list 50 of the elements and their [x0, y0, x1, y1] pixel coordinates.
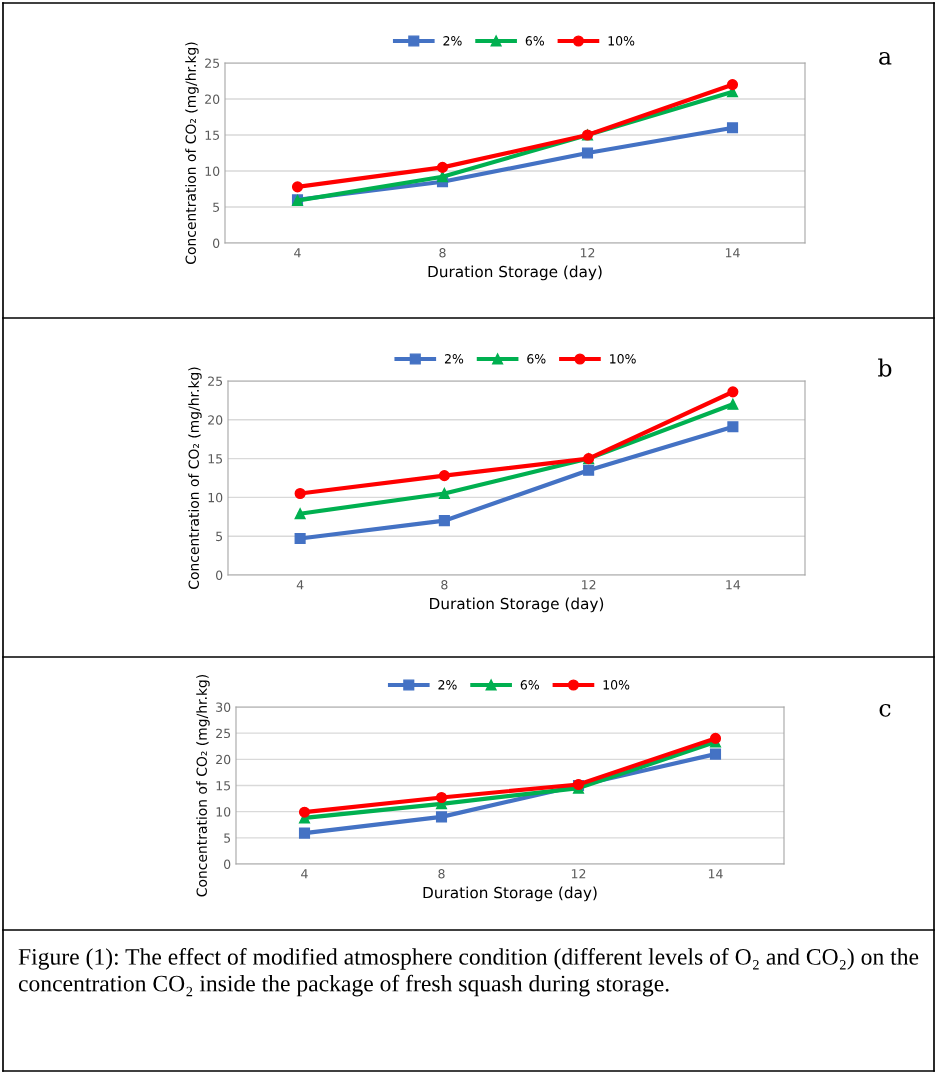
y-tick-label: 0: [216, 570, 223, 580]
y-tick-label: 15: [205, 130, 220, 140]
legend-label: 6%: [525, 36, 544, 46]
y-tick-label: 0: [213, 238, 220, 248]
text: Figure (1): The effect of modified atmosphere condition (different levels of O₂ and CO₂) on the concentration CO₂ inside the package of fresh squash during storage.: [18, 948, 919, 997]
legend-label: 6%: [527, 354, 546, 364]
legend-label: 6%: [520, 680, 539, 690]
y-tick-label: 5: [216, 531, 223, 542]
y-tick-label: 15: [208, 454, 223, 464]
y-tick-label: 25: [205, 58, 220, 68]
y-tick-label: 20: [208, 415, 223, 425]
x-tick-label: 14: [726, 580, 741, 590]
y-axis-title: Concentration of CO₂ (mg/hr.kg): [188, 367, 202, 589]
text: b: [878, 358, 892, 377]
y-tick-label: 30: [216, 702, 231, 712]
y-tick-label: 10: [205, 166, 220, 176]
y-axis-title: Concentration of CO₂ (mg/hr.kg): [185, 42, 199, 264]
x-tick-label: 4: [301, 869, 308, 879]
legend-label: 2%: [443, 36, 462, 46]
text: a: [879, 51, 892, 65]
y-tick-label: 15: [216, 781, 231, 791]
x-tick-label: 14: [725, 248, 740, 258]
x-tick-label: 12: [571, 869, 586, 879]
y-tick-label: 10: [216, 807, 231, 817]
legend-label: 10%: [603, 680, 630, 690]
text: c: [879, 703, 891, 717]
x-tick-label: 8: [438, 869, 445, 879]
y-axis-title: Concentration of CO₂ (mg/hr.kg): [196, 674, 210, 897]
y-tick-label: 25: [208, 376, 223, 386]
x-tick-label: 4: [294, 248, 301, 258]
y-tick-label: 5: [213, 202, 220, 212]
x-tick-label: 4: [296, 580, 304, 590]
y-tick-label: 0: [224, 859, 231, 869]
x-axis-title: Duration Storage (day): [423, 886, 597, 902]
legend-label: 2%: [444, 354, 464, 364]
y-tick-label: 10: [208, 492, 223, 503]
legend-label: 10%: [608, 36, 635, 46]
legend-label: 2%: [438, 680, 457, 690]
y-tick-label: 20: [216, 754, 231, 765]
y-tick-label: 20: [205, 94, 220, 104]
x-tick-label: 14: [708, 869, 723, 879]
x-axis-title: Duration Storage (day): [428, 265, 602, 281]
x-tick-label: 8: [439, 248, 446, 258]
y-tick-label: 5: [224, 833, 231, 843]
legend-label: 10%: [610, 354, 636, 364]
x-tick-label: 12: [582, 580, 596, 590]
y-tick-label: 25: [216, 728, 231, 739]
x-tick-label: 8: [441, 580, 448, 590]
x-tick-label: 12: [580, 248, 595, 258]
x-axis-title: Duration Storage (day): [430, 597, 604, 613]
